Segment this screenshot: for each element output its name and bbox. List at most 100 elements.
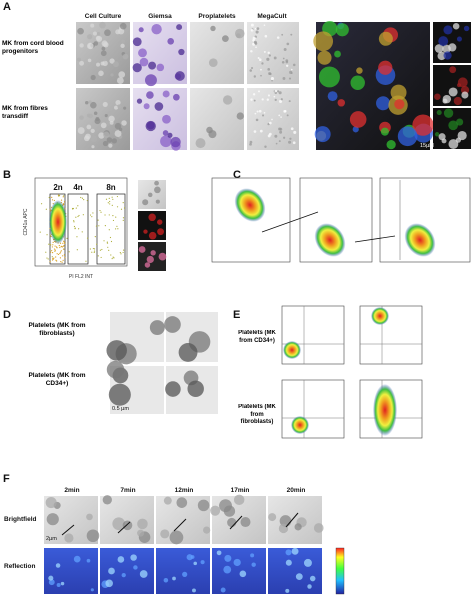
dot [73, 220, 75, 222]
scale-label: 0.5 µm [112, 406, 129, 412]
dot [115, 216, 117, 218]
cell [203, 526, 211, 534]
row-label-box: Platelets (MK from fibroblasts) [28, 322, 86, 337]
cell [278, 127, 282, 131]
cell [438, 133, 446, 141]
cell [148, 61, 157, 70]
cell [456, 36, 462, 42]
dot [86, 237, 89, 239]
row-label: MK from cord blood progenitors [2, 40, 64, 55]
cell [139, 57, 149, 67]
cell [163, 577, 169, 583]
dot [101, 248, 103, 251]
dot [54, 249, 56, 251]
cell [264, 145, 267, 149]
arrow [285, 512, 299, 528]
dot [92, 247, 94, 250]
panel-letter: C [233, 169, 241, 181]
cell [260, 68, 262, 71]
cell [269, 121, 272, 125]
dot [89, 248, 91, 250]
row-label: Platelets (MK from fibroblasts) [28, 322, 86, 337]
micrograph [268, 496, 322, 544]
dot [46, 234, 48, 236]
cell [386, 140, 396, 150]
cell [91, 145, 95, 149]
dot [59, 251, 62, 253]
cell [121, 573, 126, 578]
cell [252, 93, 256, 96]
cell [307, 584, 312, 589]
cell [88, 113, 93, 119]
cell [280, 116, 282, 118]
cell [327, 91, 338, 102]
panel-letter: A [3, 1, 11, 13]
cell [313, 523, 324, 533]
dot [63, 254, 65, 256]
cell [106, 360, 125, 379]
panel-letter: D [3, 309, 11, 321]
cell [106, 137, 113, 143]
dot [56, 247, 58, 249]
cell [48, 575, 54, 581]
cell [258, 90, 260, 93]
cell [334, 50, 341, 58]
dot [49, 261, 51, 263]
cell [268, 513, 277, 522]
column-header: Giemsa [148, 13, 172, 20]
dot [106, 241, 108, 243]
cell [434, 44, 444, 53]
dot [63, 195, 65, 197]
cell [162, 130, 169, 136]
cell [148, 231, 157, 240]
cell [376, 96, 391, 111]
cell [255, 30, 259, 34]
dot [55, 256, 57, 258]
cell [178, 48, 185, 56]
cell [293, 130, 297, 134]
dot [50, 251, 52, 253]
row-label: MK from fibres transdiff [2, 105, 48, 120]
cell [182, 571, 188, 577]
dot [75, 207, 77, 209]
cell [133, 565, 138, 570]
cell [278, 523, 289, 534]
dot [78, 228, 80, 230]
cell [283, 136, 286, 139]
dot [53, 248, 56, 250]
dot [77, 215, 79, 218]
cell [102, 140, 109, 147]
cell [461, 91, 469, 99]
dot [93, 248, 96, 250]
gate [67, 193, 89, 265]
cell [130, 554, 137, 561]
cell [285, 588, 290, 593]
cell [290, 33, 293, 36]
cell [210, 25, 216, 32]
cell [274, 91, 278, 95]
dot [108, 214, 110, 216]
cell [142, 199, 149, 206]
cell [456, 118, 464, 126]
cell [195, 138, 206, 149]
micrograph [76, 88, 130, 150]
cell [278, 99, 283, 103]
cell [197, 499, 210, 512]
dot [73, 221, 75, 223]
cell [264, 34, 268, 38]
cell [350, 75, 365, 90]
cell [104, 114, 108, 118]
dot [58, 244, 60, 247]
dot [108, 197, 110, 200]
cell [253, 75, 257, 78]
dot [93, 250, 96, 252]
cell [258, 58, 262, 62]
dot [123, 207, 126, 209]
dot [56, 253, 58, 255]
dot [95, 225, 98, 227]
dot [62, 242, 64, 244]
cell [281, 60, 285, 64]
cell [356, 67, 363, 74]
cell [288, 100, 291, 103]
cell [112, 517, 126, 531]
